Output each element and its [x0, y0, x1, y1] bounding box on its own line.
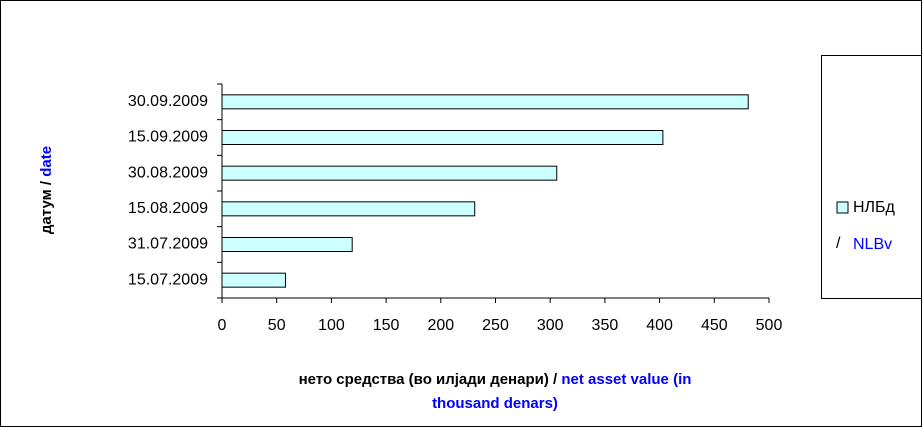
x-tick-label: 150 [373, 317, 400, 334]
y-tick-label: 15.07.2009 [128, 271, 208, 288]
legend-swatch [836, 201, 849, 214]
x-tick-label: 100 [318, 317, 345, 334]
y-tick-label: 15.08.2009 [128, 200, 208, 217]
x-label-mk: нето средства (во илјади денари) / [299, 371, 558, 388]
y-tick-label: 31.07.2009 [128, 236, 208, 253]
bar [221, 272, 286, 288]
x-tick-label: 300 [537, 317, 564, 334]
y-tick-label: 15.09.2009 [128, 129, 208, 146]
bar [221, 94, 749, 110]
x-tick-label: 450 [701, 317, 728, 334]
x-label-en: net asset value (in [561, 371, 691, 388]
bar [221, 165, 558, 181]
y-tick-label: 30.09.2009 [128, 93, 208, 110]
x-tick-label: 350 [592, 317, 619, 334]
x-tick-label: 200 [427, 317, 454, 334]
legend-label: НЛБд [853, 199, 896, 216]
x-tick-label: 0 [218, 317, 227, 334]
y-tick-label: 30.08.2009 [128, 164, 208, 181]
bar [221, 201, 476, 217]
x-axis-label: нето средства (во илјади денари) / net a… [299, 371, 692, 388]
x-tick-label: 500 [756, 317, 783, 334]
y-axis-label: датум / date [38, 146, 55, 234]
y-label-en: date [38, 146, 55, 177]
x-axis-label-line2: thousand denars) [432, 395, 558, 412]
y-label-mk: датум / [38, 180, 55, 234]
bar [221, 130, 664, 145]
x-tick-label: 400 [646, 317, 673, 334]
bar [221, 237, 353, 252]
x-tick-label: 250 [482, 317, 509, 334]
legend-box [821, 55, 922, 299]
x-tick-label: 50 [268, 317, 286, 334]
legend-separator: / [836, 235, 841, 252]
legend-label-en: NLBv [853, 236, 892, 253]
